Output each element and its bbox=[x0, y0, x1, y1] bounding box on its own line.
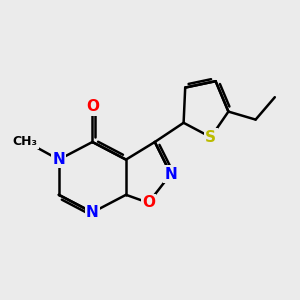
Text: O: O bbox=[86, 99, 99, 114]
Text: N: N bbox=[52, 152, 65, 167]
Text: N: N bbox=[164, 167, 177, 182]
Text: O: O bbox=[142, 195, 155, 210]
Text: S: S bbox=[205, 130, 216, 145]
Text: N: N bbox=[86, 205, 99, 220]
Text: CH₃: CH₃ bbox=[13, 136, 38, 148]
